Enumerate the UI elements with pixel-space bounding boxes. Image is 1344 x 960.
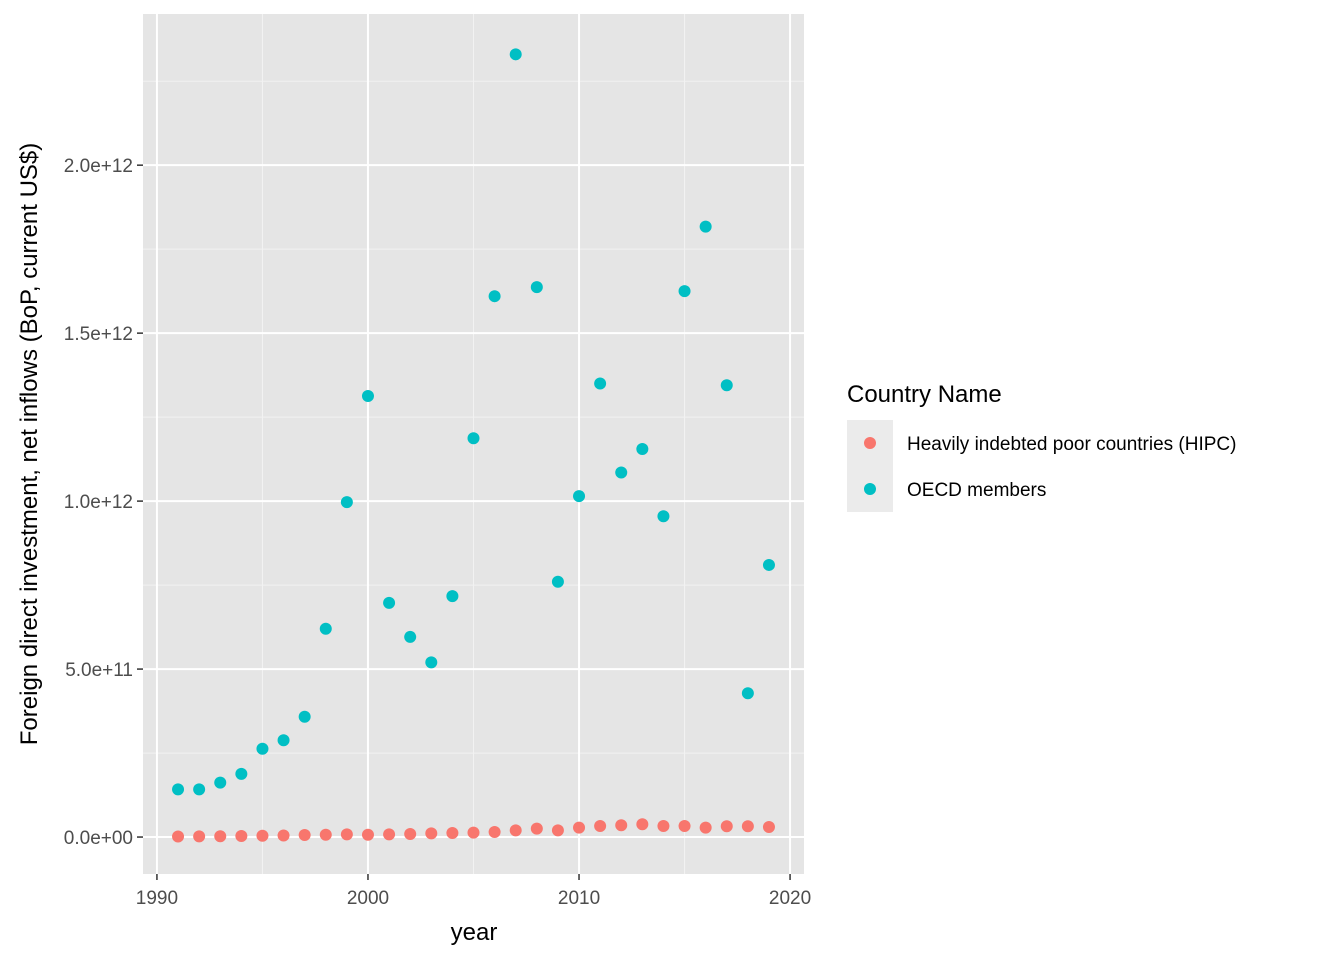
point-series-1-2002 [404, 630, 417, 643]
point-series-1-2004 [446, 590, 459, 603]
y-tick-label: 5.0e+11 [65, 660, 133, 681]
point-series-0-1998 [319, 828, 332, 841]
point-series-1-2014 [657, 510, 670, 523]
point-series-1-2003 [425, 656, 438, 669]
point-series-1-2016 [699, 220, 712, 233]
point-series-0-2016 [699, 821, 712, 834]
x-axis-title: year [451, 919, 498, 946]
x-tick-label: 2010 [558, 888, 600, 909]
point-series-1-1995 [256, 742, 269, 755]
legend-key-hipc [864, 437, 876, 449]
point-series-1-2017 [720, 379, 733, 392]
y-axis-title: Foreign direct investment, net inflows (… [16, 143, 43, 745]
point-series-0-2003 [425, 827, 438, 840]
point-series-0-1997 [298, 829, 311, 842]
point-series-1-2009 [551, 575, 564, 588]
y-tick-label: 1.5e+12 [64, 324, 133, 345]
y-tick-label: 0.0e+00 [64, 828, 133, 849]
data-points [172, 48, 775, 843]
legend: Country Name Heavily indebted poor count… [847, 381, 1237, 512]
point-series-1-2019 [762, 558, 775, 571]
point-series-0-2019 [762, 820, 775, 833]
point-series-1-2005 [467, 432, 480, 445]
point-series-1-2001 [383, 596, 396, 609]
point-series-1-2007 [509, 48, 522, 61]
point-series-0-2007 [509, 824, 522, 837]
point-series-0-2005 [467, 826, 480, 839]
point-series-1-2010 [573, 490, 586, 503]
point-series-1-1997 [298, 710, 311, 723]
y-tick-label: 2.0e+12 [64, 156, 133, 177]
point-series-1-1998 [319, 622, 332, 635]
minor-gridlines [143, 14, 804, 874]
point-series-1-2006 [488, 290, 501, 303]
point-series-0-2014 [657, 819, 670, 832]
point-series-0-2018 [741, 820, 754, 833]
point-series-0-2001 [383, 828, 396, 841]
point-series-0-1995 [256, 829, 269, 842]
y-axis: 0.0e+00 5.0e+11 1.0e+12 1.5e+12 2.0e+12 [64, 156, 143, 849]
point-series-1-2013 [636, 443, 649, 456]
x-tick-label: 2020 [769, 888, 811, 909]
point-series-0-2012 [615, 819, 628, 832]
point-series-1-1992 [193, 783, 206, 796]
point-series-1-2008 [530, 281, 543, 294]
point-series-1-1996 [277, 734, 290, 747]
point-series-0-1999 [340, 828, 353, 841]
point-series-0-2006 [488, 826, 501, 839]
x-tick-label: 1990 [136, 888, 178, 909]
point-series-0-1992 [193, 830, 206, 843]
point-series-0-2000 [361, 828, 374, 841]
legend-key-oecd [864, 483, 876, 495]
point-series-1-1993 [214, 776, 227, 789]
point-series-0-1993 [214, 830, 227, 843]
point-series-0-2009 [551, 824, 564, 837]
point-series-0-2004 [446, 827, 459, 840]
point-series-1-1994 [235, 767, 248, 780]
point-series-1-2011 [594, 377, 607, 390]
y-tick-label: 1.0e+12 [64, 492, 133, 513]
point-series-0-2008 [530, 822, 543, 835]
point-series-0-2013 [636, 818, 649, 831]
point-series-0-2015 [678, 819, 691, 832]
point-series-1-1999 [340, 496, 353, 509]
major-gridlines [143, 14, 804, 874]
point-series-0-1996 [277, 829, 290, 842]
point-series-0-2011 [594, 819, 607, 832]
point-series-1-2018 [741, 687, 754, 700]
point-series-0-2017 [720, 820, 733, 833]
x-axis: 1990 2000 2010 2020 [136, 874, 811, 909]
x-tick-label: 2000 [347, 888, 389, 909]
point-series-1-2012 [615, 466, 628, 479]
point-series-0-1991 [172, 830, 185, 843]
point-series-1-2000 [361, 389, 374, 402]
point-series-1-1991 [172, 783, 185, 796]
legend-label-oecd: OECD members [907, 480, 1046, 501]
legend-label-hipc: Heavily indebted poor countries (HIPC) [907, 434, 1237, 455]
point-series-0-2002 [404, 828, 417, 841]
point-series-0-1994 [235, 830, 248, 843]
point-series-0-2010 [573, 821, 586, 834]
legend-title: Country Name [847, 381, 1002, 408]
point-series-1-2015 [678, 285, 691, 298]
